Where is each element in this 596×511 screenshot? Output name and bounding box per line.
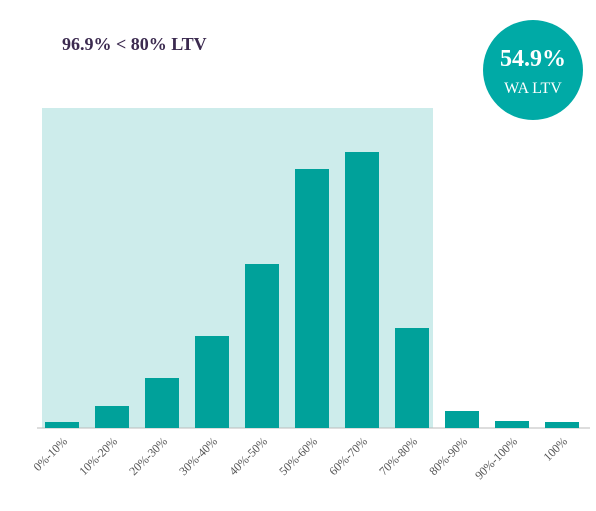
- bar: [545, 422, 579, 428]
- x-tick-label: 100%: [540, 434, 570, 464]
- x-tick-label: 30%-40%: [176, 434, 220, 478]
- badge: [483, 20, 583, 120]
- bar: [295, 169, 329, 428]
- bar: [45, 422, 79, 428]
- bar: [195, 336, 229, 428]
- x-tick-label: 10%-20%: [76, 434, 120, 478]
- badge-value: 54.9%: [500, 46, 566, 72]
- x-tick-label: 70%-80%: [376, 434, 420, 478]
- bar: [395, 328, 429, 428]
- chart-title: 96.9% < 80% LTV: [62, 34, 207, 54]
- x-tick-label: 90%-100%: [472, 434, 520, 482]
- bar: [495, 421, 529, 428]
- x-tick-label: 0%-10%: [31, 434, 71, 474]
- x-tick-label: 60%-70%: [326, 434, 370, 478]
- x-tick-label: 50%-60%: [276, 434, 320, 478]
- badge-label: WA LTV: [504, 80, 562, 97]
- bar: [245, 264, 279, 428]
- x-tick-label: 80%-90%: [426, 434, 470, 478]
- x-tick-label: 20%-30%: [126, 434, 170, 478]
- bar: [145, 378, 179, 428]
- bar: [445, 411, 479, 428]
- x-tick-label: 40%-50%: [226, 434, 270, 478]
- bar: [345, 152, 379, 428]
- bar: [95, 406, 129, 428]
